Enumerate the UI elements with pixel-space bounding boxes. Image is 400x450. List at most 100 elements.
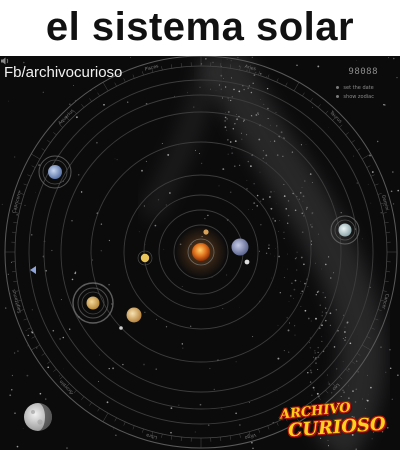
- star: [325, 307, 327, 309]
- planet-venus[interactable]: [231, 238, 250, 265]
- star: [293, 288, 296, 291]
- star: [155, 368, 157, 370]
- star: [205, 58, 207, 60]
- star: [226, 118, 228, 120]
- star: [325, 263, 327, 266]
- star: [92, 259, 94, 261]
- star: [108, 367, 110, 370]
- star: [310, 240, 313, 242]
- star: [312, 386, 315, 389]
- star: [251, 56, 253, 59]
- credit-label: Fb/archivocurioso: [4, 64, 123, 81]
- zodiac-label: Virgo: [244, 432, 257, 441]
- star: [239, 424, 241, 426]
- zodiac-tick: [248, 431, 251, 436]
- zodiac-label: Aries: [244, 64, 257, 73]
- star: [305, 208, 307, 210]
- planet-earth[interactable]: [137, 250, 153, 266]
- star: [112, 367, 115, 370]
- zodiac-tick: [310, 98, 313, 102]
- star: [275, 203, 277, 205]
- star: [357, 371, 359, 373]
- zodiac-tick: [53, 132, 57, 136]
- star: [321, 315, 323, 317]
- planet-mars[interactable]: [119, 307, 142, 330]
- zodiac-tick: [132, 425, 135, 430]
- star: [321, 413, 323, 415]
- star: [307, 286, 309, 287]
- star: [276, 125, 278, 127]
- menu-item-show-zodiac[interactable]: show zodiac: [336, 93, 374, 102]
- zodiac-tick: [220, 62, 222, 68]
- star: [309, 341, 310, 343]
- star: [309, 381, 312, 383]
- star: [260, 99, 261, 100]
- star: [366, 399, 369, 402]
- zodiac-tick: [377, 309, 382, 311]
- solar-system-view[interactable]: Aries Taurus Gemini Cancer Leo Virgo Libra Scor…: [0, 56, 400, 450]
- star: [247, 87, 249, 90]
- star: [288, 329, 289, 330]
- zodiac-tick: [285, 82, 288, 87]
- star: [365, 424, 367, 426]
- planet-mercury[interactable]: [203, 229, 209, 235]
- title-bar: el sistema solar: [0, 0, 400, 56]
- star: [309, 369, 312, 372]
- star: [258, 138, 261, 141]
- moon-phase-icon[interactable]: [24, 403, 52, 431]
- star: [350, 420, 352, 422]
- star: [311, 213, 313, 215]
- planet-neptune[interactable]: [38, 155, 72, 189]
- star: [66, 447, 68, 449]
- star: [226, 129, 228, 131]
- star: [330, 277, 332, 279]
- star: [389, 367, 392, 370]
- star: [282, 155, 284, 157]
- star: [11, 389, 13, 391]
- star: [348, 406, 351, 409]
- star: [212, 61, 214, 64]
- star: [230, 191, 232, 193]
- planet-saturn[interactable]: [72, 282, 114, 324]
- zodiac-tick: [267, 425, 270, 430]
- menu-item-set-date[interactable]: set the date: [336, 84, 374, 93]
- star: [275, 112, 277, 114]
- planet-uranus[interactable]: [330, 215, 360, 245]
- sun-icon[interactable]: [192, 243, 210, 261]
- zodiac-tick: [66, 383, 70, 387]
- star: [355, 388, 358, 391]
- zodiac-tick: [142, 71, 144, 76]
- star: [393, 203, 395, 205]
- zodiac-tick: [81, 104, 85, 108]
- star: [60, 299, 62, 301]
- star: [329, 324, 332, 327]
- star: [283, 350, 285, 352]
- star: [296, 269, 298, 271]
- star: [283, 231, 285, 234]
- star: [231, 96, 233, 98]
- speaker-icon[interactable]: [0, 56, 10, 66]
- star: [301, 186, 303, 188]
- star: [346, 321, 349, 324]
- star: [230, 99, 232, 102]
- star: [246, 133, 248, 135]
- zodiac-tick: [53, 368, 57, 372]
- star: [327, 127, 329, 128]
- zodiac-tick: [356, 148, 361, 151]
- date-marker-icon[interactable]: [30, 266, 36, 274]
- zodiac-tick: [151, 431, 154, 436]
- star: [260, 200, 262, 202]
- star: [211, 277, 213, 278]
- star: [352, 390, 354, 392]
- star: [391, 398, 393, 400]
- zodiac-tick: [180, 436, 182, 442]
- star: [14, 412, 16, 415]
- star: [360, 421, 362, 423]
- star: [42, 91, 44, 93]
- star: [325, 410, 328, 413]
- star: [199, 153, 201, 155]
- orrery-canvas[interactable]: Aries Taurus Gemini Cancer Leo Virgo Libra Scor…: [0, 56, 400, 450]
- star: [63, 368, 64, 370]
- star: [10, 293, 12, 295]
- star: [309, 365, 311, 367]
